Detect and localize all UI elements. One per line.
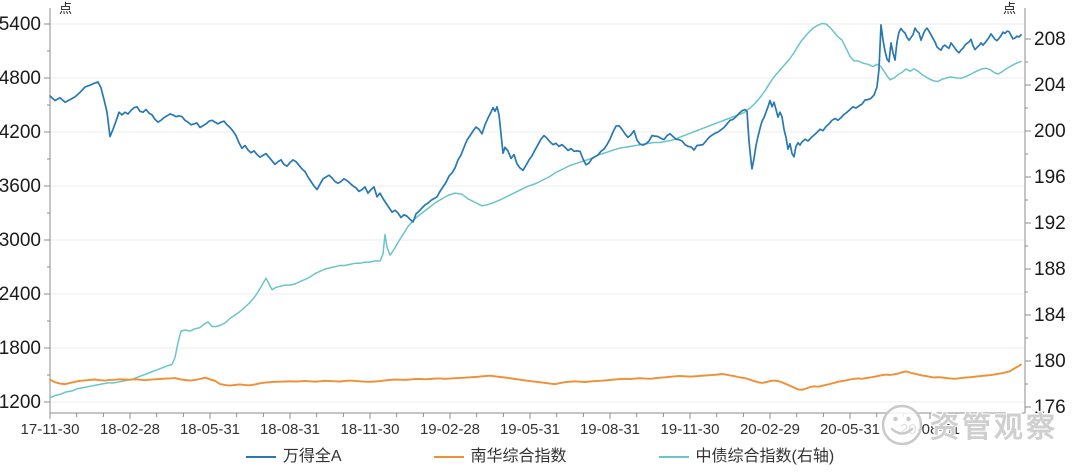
legend-swatch-nanhua bbox=[433, 456, 464, 458]
x-axis-tick-label: 20-05-31 bbox=[820, 421, 880, 438]
right-axis-tick-label: 200 bbox=[1034, 121, 1066, 142]
left-axis-unit: 点 bbox=[59, 1, 72, 16]
chart-canvas: 5400 4800 4200 3600 3000 2400 1800 1200 208 204 20… bbox=[0, 1, 1066, 438]
right-axis-tick-label: 204 bbox=[1034, 75, 1066, 96]
x-axis-tick-label: 18-05-31 bbox=[180, 421, 240, 438]
right-axis-tick-label: 180 bbox=[1034, 351, 1066, 372]
legend-label: 中债综合指数(右轴) bbox=[695, 448, 835, 465]
left-axis-tick-label: 4800 bbox=[0, 68, 41, 89]
left-axis-tick-label: 1200 bbox=[0, 392, 41, 413]
x-axis-tick-label: 19-05-31 bbox=[500, 421, 560, 438]
right-axis-unit: 点 bbox=[1003, 1, 1016, 16]
x-axis-tick-label: 19-02-28 bbox=[420, 421, 480, 438]
left-axis-tick-label: 4200 bbox=[0, 122, 41, 143]
right-axis-tick-label: 208 bbox=[1034, 29, 1066, 50]
left-axis-tick-label: 1800 bbox=[0, 338, 41, 359]
dual-axis-line-chart: 5400 4800 4200 3600 3000 2400 1800 1200 208 204 20… bbox=[0, 1, 1066, 438]
left-axis-tick-label: 2400 bbox=[0, 284, 41, 305]
legend-swatch-chinabond bbox=[658, 456, 689, 458]
x-axis-tick-label: 18-08-31 bbox=[260, 421, 320, 438]
x-axis-tick-label: 17-11-30 bbox=[21, 421, 80, 438]
series-line-nanhua bbox=[49, 363, 1022, 391]
right-axis-tick-label: 176 bbox=[1034, 397, 1066, 418]
legend-label: 南华综合指数 bbox=[470, 448, 567, 465]
left-axis-tick-label: 5400 bbox=[0, 14, 41, 35]
legend-item-chinabond: 中债综合指数(右轴) bbox=[658, 448, 835, 465]
legend-swatch-wind_a bbox=[245, 456, 276, 458]
legend-label: 万得全A bbox=[282, 448, 342, 465]
right-axis-tick-label: 184 bbox=[1034, 305, 1066, 326]
legend-item-wind_a: 万得全A bbox=[245, 448, 342, 465]
right-axis-tick-label: 192 bbox=[1034, 213, 1066, 234]
right-axis-tick-label: 196 bbox=[1034, 167, 1066, 188]
legend: 万得全A 南华综合指数 中债综合指数(右轴) bbox=[0, 444, 1080, 470]
left-axis-tick-label: 3600 bbox=[0, 176, 41, 197]
x-axis-tick-label: 20-08-31 bbox=[900, 421, 960, 438]
series-line-wind_a bbox=[49, 24, 1022, 223]
x-axis-tick-label: 18-11-30 bbox=[341, 421, 400, 438]
right-axis-tick-label: 188 bbox=[1034, 259, 1066, 280]
x-axis-tick-label: 20-02-29 bbox=[740, 421, 800, 438]
left-axis-tick-label: 3000 bbox=[0, 230, 41, 251]
x-axis-tick-label: 19-11-30 bbox=[661, 421, 720, 438]
x-axis-tick-label: 18-02-28 bbox=[100, 421, 160, 438]
series-line-chinabond bbox=[49, 22, 1022, 399]
legend-item-nanhua: 南华综合指数 bbox=[433, 448, 567, 465]
x-axis-tick-label: 19-08-31 bbox=[580, 421, 640, 438]
